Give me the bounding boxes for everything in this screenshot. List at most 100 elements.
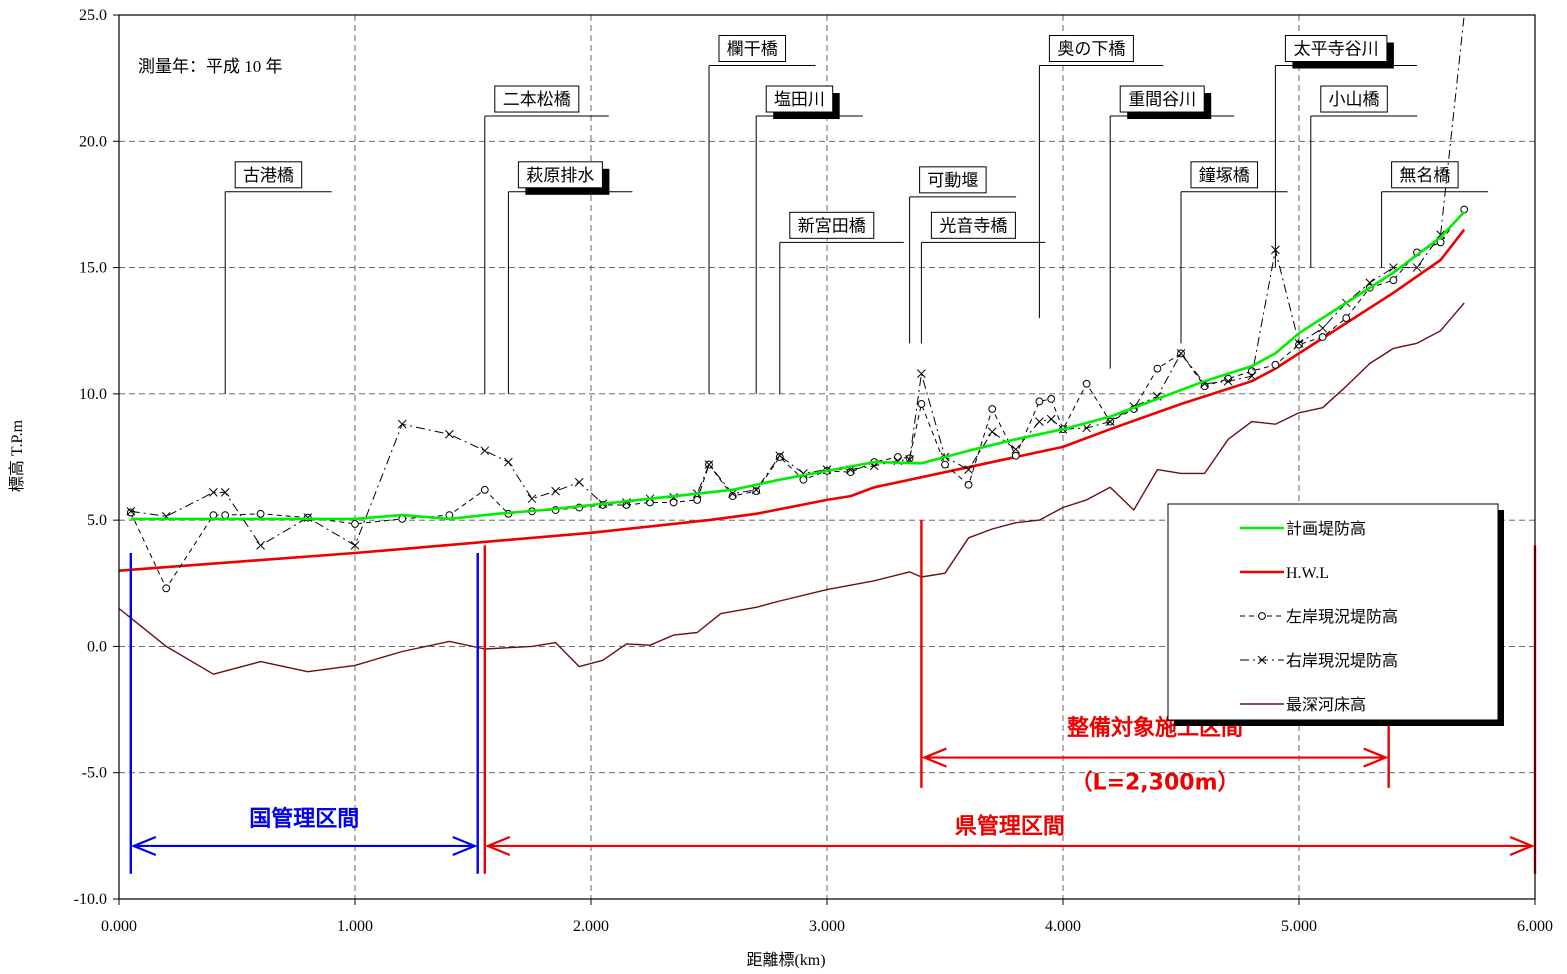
data-point: [987, 427, 997, 437]
section-sublabel: （L=2,300m）: [1071, 771, 1240, 796]
data-point: [752, 487, 761, 495]
y-tick-label: 0.0: [87, 638, 107, 655]
bridge-annotation: 欄干橋: [708, 35, 816, 394]
x-tick-label: 0.000: [101, 918, 137, 935]
bridge-label: 可動堰: [927, 171, 978, 191]
legend-item: 左岸現況堤防高: [1240, 608, 1398, 626]
bridge-label-box: [1190, 161, 1258, 189]
bridge-label-box: [234, 161, 303, 189]
data-point: [1035, 417, 1044, 426]
bridge-annotation: 小山橋: [1310, 85, 1418, 268]
data-point: [1105, 417, 1115, 426]
y-tick-label: -10.0: [74, 891, 107, 908]
y-tick-label: 20.0: [79, 133, 107, 150]
data-point: [1223, 376, 1233, 386]
data-point: [1258, 612, 1266, 620]
x-tick-label: 1.000: [337, 918, 373, 935]
bridge-annotation: 重間谷川: [1109, 85, 1235, 369]
bridge-label-box: [789, 211, 875, 239]
data-point: [1389, 276, 1398, 285]
x-tick-label: 5.000: [1281, 918, 1317, 935]
data-point: [1176, 349, 1186, 358]
bridge-label-box: [1320, 85, 1388, 113]
data-point: [574, 477, 584, 487]
bridge-annotation: 鐘塚橋: [1180, 161, 1288, 344]
bridge-label: 欄干橋: [727, 40, 778, 60]
bridge-label-box: [494, 85, 580, 113]
data-point: [1412, 263, 1422, 272]
bridge-annotation: 奥の下橋: [1038, 35, 1164, 319]
section-marker: 整備対象施工区間（L=2,300m）: [920, 520, 1390, 796]
bridge-label: 奥の下橋: [1057, 40, 1125, 60]
data-point: [917, 369, 926, 379]
data-point: [1295, 340, 1303, 349]
data-point: [1153, 364, 1162, 373]
series-line: [118, 228, 1466, 572]
data-point: [1271, 360, 1280, 369]
section-arrow-head-right: [452, 835, 478, 856]
x-tick-label: 6.000: [1517, 918, 1553, 935]
data-point: [941, 460, 949, 469]
bridge-label: 塩田川: [774, 90, 825, 110]
x-tick-label: 3.000: [809, 918, 845, 935]
section-arrow-head-left: [130, 835, 157, 856]
section-arrow-head-right: [1363, 747, 1389, 768]
data-point: [480, 485, 489, 494]
x-tick-label: 2.000: [573, 918, 609, 935]
bridge-label: 光音寺橋: [939, 216, 1007, 236]
y-tick-label: 10.0: [79, 386, 107, 403]
bridge-label-box: [517, 161, 603, 189]
data-point: [846, 468, 855, 477]
data-point: [351, 520, 359, 528]
bridge-label-box: [1284, 35, 1388, 63]
data-point: [1460, 205, 1469, 214]
data-point: [1294, 338, 1304, 348]
legend-label: 右岸現況堤防高: [1286, 652, 1398, 670]
data-point: [964, 465, 973, 474]
data-point: [397, 419, 407, 429]
bridge-label-box: [765, 85, 834, 113]
data-point: [693, 496, 702, 504]
data-point: [1247, 371, 1257, 381]
data-point: [1011, 445, 1021, 454]
legend-label: 最深河床高: [1286, 696, 1366, 714]
data-point: [1342, 314, 1351, 322]
legend-item: H.W.L: [1240, 565, 1329, 582]
data-point: [751, 485, 761, 495]
data-point: [256, 509, 265, 518]
bridge-annotation: 萩原排水: [507, 161, 633, 394]
x-tick-label: 4.000: [1045, 918, 1081, 935]
data-point: [1257, 655, 1267, 665]
bridge-annotation: 光音寺橋: [920, 211, 1046, 344]
bridge-label: 古港橋: [243, 166, 294, 186]
data-point: [704, 460, 714, 469]
bridge-label: 萩原排水: [526, 166, 594, 186]
section-label: 県管理区間: [955, 813, 1065, 839]
y-tick-label: 5.0: [87, 512, 107, 529]
data-point: [1318, 323, 1327, 333]
section-marker: 国管理区間: [129, 552, 479, 874]
data-point: [1035, 397, 1044, 406]
legend-box: [1167, 503, 1499, 721]
legend-item: 右岸現況堤防高: [1240, 652, 1398, 670]
data-point: [220, 488, 230, 497]
series-line: [130, 211, 1466, 521]
x-axis-title: 距離標(km): [746, 951, 825, 969]
bridge-label: 鐘塚橋: [1199, 166, 1250, 186]
survey-year-note: 測量年：平成 10 年: [138, 57, 283, 76]
data-point: [728, 492, 737, 501]
bridge-label-box: [930, 211, 1016, 239]
data-point: [893, 453, 902, 461]
bridge-label-box: [919, 166, 987, 194]
data-point: [221, 511, 230, 519]
y-tick-label: 15.0: [79, 260, 107, 277]
data-point: [1082, 423, 1091, 433]
data-point: [1011, 451, 1020, 460]
data-point: [209, 511, 218, 519]
series-1: [130, 211, 1466, 521]
data-point: [551, 486, 560, 496]
legend-item: 最深河床高: [1240, 696, 1366, 714]
axis-ticks: -10.0 -5.0 0.0 5.0 10.0 15.0 20.0 25.0 0.000 1.00…: [74, 7, 1553, 935]
